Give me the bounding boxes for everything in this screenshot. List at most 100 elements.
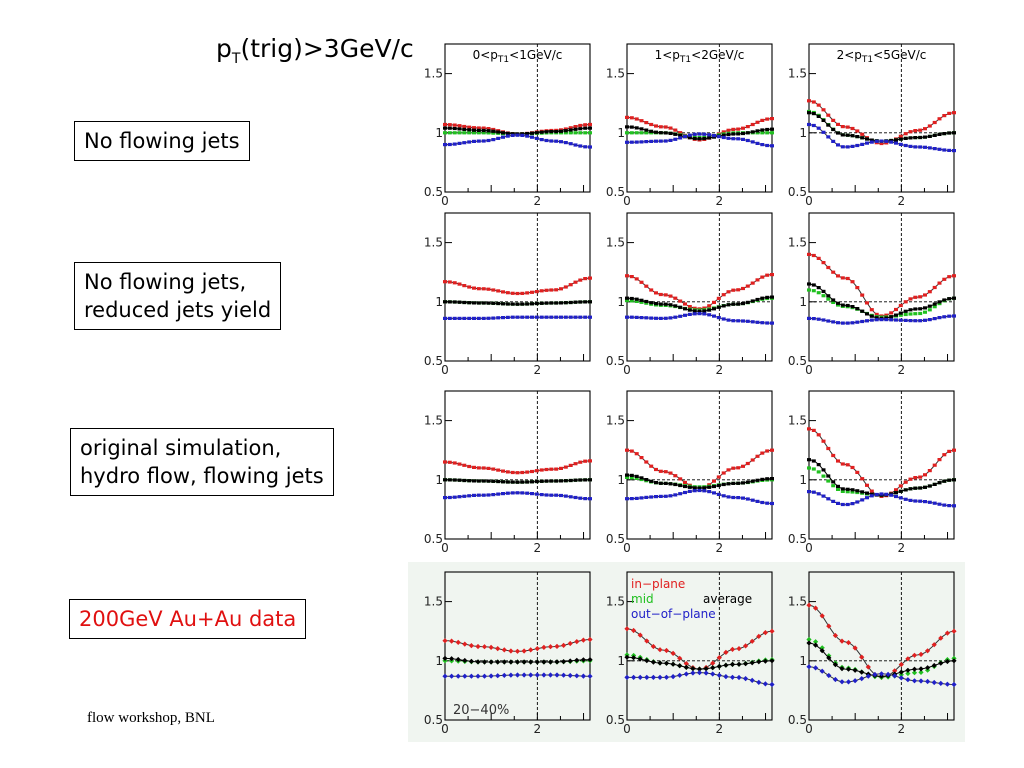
out-of-plane-point xyxy=(491,493,496,497)
out-of-plane-point xyxy=(534,672,540,678)
average-point xyxy=(821,468,826,472)
out-of-plane-point xyxy=(663,674,670,680)
in-plane-point xyxy=(811,100,816,104)
average-point xyxy=(721,304,726,308)
average-point xyxy=(918,666,924,672)
out-of-plane-point xyxy=(629,497,634,501)
out-of-plane-point xyxy=(687,133,692,137)
average-point xyxy=(514,659,521,665)
average-point xyxy=(486,479,491,483)
mid-point xyxy=(811,289,816,293)
in-plane-point xyxy=(918,651,924,657)
in-plane-point xyxy=(491,467,496,471)
out-of-plane-point xyxy=(745,319,750,323)
average-point xyxy=(836,131,840,135)
in-plane-point xyxy=(840,125,845,129)
x-tick-label: 2 xyxy=(534,541,542,555)
average-point xyxy=(644,478,649,482)
x-tick-label: 0 xyxy=(623,363,631,377)
average-point xyxy=(850,488,855,492)
out-of-plane-point xyxy=(860,319,865,324)
out-of-plane-point xyxy=(821,130,826,134)
out-of-plane-point xyxy=(765,501,770,505)
out-of-plane-point xyxy=(911,678,918,684)
y-tick-label: 1.5 xyxy=(788,67,807,81)
in-plane-point xyxy=(913,129,918,133)
out-of-plane-point xyxy=(520,133,525,137)
out-of-plane-point xyxy=(712,491,716,495)
in-plane-point xyxy=(852,645,858,651)
out-of-plane-point xyxy=(578,144,583,148)
y-tick-label: 1 xyxy=(799,295,807,309)
average-point xyxy=(481,301,486,305)
average-point xyxy=(951,658,957,664)
y-tick-label: 1 xyxy=(435,126,443,140)
in-plane-point xyxy=(583,459,588,463)
out-of-plane-point xyxy=(673,137,678,141)
out-of-plane-point xyxy=(845,679,852,685)
legend-entry-mid: mid xyxy=(631,592,654,606)
in-plane-point xyxy=(850,465,855,470)
in-plane-point xyxy=(889,311,894,315)
in-plane-point xyxy=(807,427,811,431)
column-title: 1<pT1<2GeV/c xyxy=(655,48,745,65)
out-of-plane-point xyxy=(889,140,894,144)
in-plane-point xyxy=(654,124,658,128)
out-of-plane-point xyxy=(726,136,731,140)
in-plane-point xyxy=(673,474,678,478)
average-point xyxy=(673,304,678,308)
average-point xyxy=(845,303,850,308)
in-plane-point xyxy=(923,127,927,131)
average-point xyxy=(501,302,505,306)
out-of-plane-point xyxy=(845,321,850,325)
mid-point xyxy=(755,131,760,135)
average-point xyxy=(712,307,716,311)
out-of-plane-point xyxy=(892,673,898,679)
average-point xyxy=(496,479,501,484)
average-point xyxy=(515,302,520,306)
in-plane-point xyxy=(731,127,736,131)
average-fit-line xyxy=(808,112,955,142)
in-plane-point xyxy=(745,284,750,288)
out-of-plane-point xyxy=(649,139,654,143)
average-point xyxy=(668,303,673,307)
average-point xyxy=(629,296,634,301)
in-plane-point xyxy=(855,129,860,133)
mid-point xyxy=(573,131,578,135)
mid-point xyxy=(831,300,836,304)
in-plane-point xyxy=(583,123,588,127)
in-plane-point xyxy=(913,295,918,299)
in-plane-point xyxy=(869,489,874,493)
mid-point xyxy=(467,131,472,135)
average-point xyxy=(578,478,583,482)
out-of-plane-point xyxy=(908,498,913,502)
out-of-plane-point xyxy=(496,492,501,496)
average-point xyxy=(769,658,775,664)
out-of-plane-point xyxy=(481,316,486,320)
average-point xyxy=(860,136,865,140)
average-point xyxy=(673,132,678,136)
average-point xyxy=(678,483,683,488)
out-of-plane-point xyxy=(554,672,560,678)
out-of-plane-point xyxy=(832,676,838,683)
average-point xyxy=(462,478,467,483)
average-point xyxy=(702,486,707,490)
average-point xyxy=(756,659,762,665)
average-point xyxy=(683,307,687,311)
in-plane-point xyxy=(547,644,554,650)
average-point xyxy=(721,133,726,137)
out-of-plane-point xyxy=(578,315,583,319)
out-of-plane-point xyxy=(836,501,840,505)
x-tick-label: 2 xyxy=(898,722,906,736)
y-tick-label: 1.5 xyxy=(788,595,807,609)
in-plane-point xyxy=(476,466,481,470)
out-of-plane-point xyxy=(731,137,736,141)
average-point xyxy=(486,301,491,305)
out-of-plane-point xyxy=(765,143,770,148)
plot-frame xyxy=(626,571,773,721)
out-of-plane-point xyxy=(913,319,918,323)
average-point xyxy=(510,302,515,306)
average-point xyxy=(654,481,658,485)
mid-point xyxy=(644,131,649,135)
out-of-plane-point xyxy=(879,139,884,143)
